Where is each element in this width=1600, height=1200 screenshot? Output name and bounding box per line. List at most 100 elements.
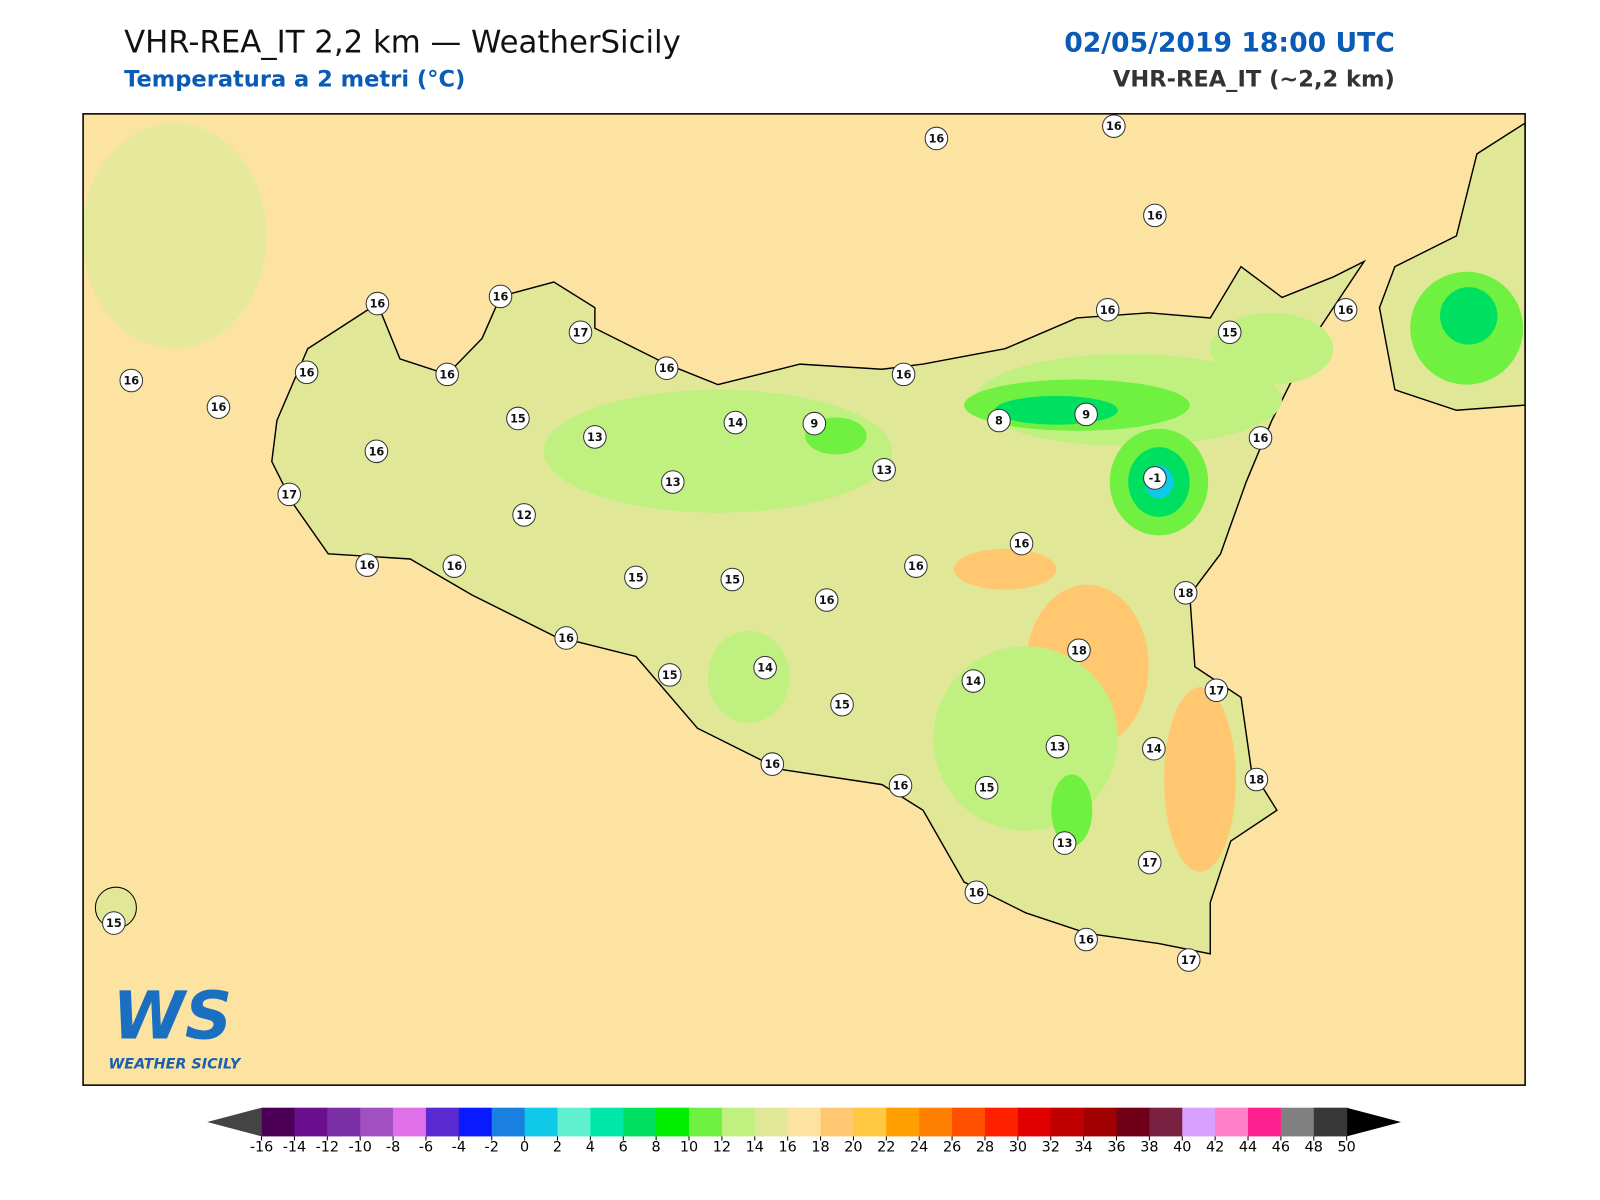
station: 16	[488, 284, 513, 309]
station: 13	[583, 425, 607, 449]
station: 17	[1204, 678, 1229, 703]
station-marker	[888, 773, 913, 798]
colorbar-tick-label: -8	[386, 1140, 400, 1156]
station: 16	[1333, 297, 1358, 322]
colorbar-tick-label: 38	[1140, 1140, 1158, 1156]
station-value: 16	[359, 559, 375, 572]
map: 16 16 16 16 16 17 16 16 16 16 16 15 16 13 14 9 16 8 9 16 15 1…	[83, 113, 1526, 1086]
colorbar-bin	[853, 1107, 887, 1137]
colorbar-bin	[524, 1107, 558, 1137]
station-value: -1	[1149, 472, 1162, 485]
station: 16	[435, 362, 459, 387]
station: 15	[657, 663, 682, 687]
station: 16	[1095, 297, 1120, 322]
station-value: 17	[1181, 954, 1197, 967]
colorbar-tick-label: 0	[520, 1140, 529, 1156]
station-value: 16	[493, 290, 509, 303]
colorbar-bin	[689, 1107, 723, 1137]
station-marker	[1137, 850, 1162, 875]
colorbar-tick-label: -14	[283, 1140, 306, 1156]
colorbar-tick-label: 6	[619, 1140, 628, 1156]
station: 16	[554, 626, 578, 650]
station-value: 14	[728, 417, 744, 430]
station-value: 13	[1057, 837, 1073, 850]
colorbar-bin	[327, 1107, 361, 1137]
station-marker	[365, 291, 390, 316]
station-value: 9	[810, 418, 818, 431]
station-marker	[442, 554, 467, 578]
colorbar-bin	[1248, 1107, 1282, 1137]
colorbar-bin	[1017, 1107, 1052, 1137]
colorbar-tick-label: 50	[1338, 1140, 1356, 1156]
station-value: 18	[1249, 774, 1265, 787]
station-value: 16	[764, 758, 780, 771]
station: 16	[1143, 203, 1167, 228]
station-marker	[512, 503, 536, 527]
station: 17	[1137, 850, 1162, 875]
station-marker	[753, 655, 777, 680]
colorbar-over	[1346, 1107, 1402, 1137]
station: 15	[1217, 320, 1242, 345]
station-marker	[568, 320, 593, 345]
station: 16	[904, 554, 928, 578]
station: 18	[1067, 638, 1091, 663]
colorbar-bin	[919, 1107, 953, 1137]
datetime: 02/05/2019 18:00 UTC	[1064, 28, 1395, 59]
colorbar-tick-label: 12	[713, 1140, 731, 1156]
title: VHR-REA_IT 2,2 km — WeatherSicily	[124, 25, 681, 61]
colorbar-tick-label: -16	[250, 1140, 273, 1156]
station-value: 16	[1147, 209, 1163, 222]
station: 13	[1052, 831, 1077, 855]
station-marker	[987, 408, 1011, 433]
colorbar-bin	[1313, 1107, 1348, 1137]
colorbar-bin	[1083, 1107, 1118, 1137]
station-value: 16	[558, 632, 574, 645]
station-value: 14	[757, 662, 773, 675]
colorbar-bin	[261, 1107, 295, 1137]
colorbar-tick-label: -10	[348, 1140, 371, 1156]
colorbar-bin	[1116, 1107, 1150, 1137]
station: 13	[872, 457, 896, 482]
station-marker	[760, 752, 785, 776]
station-value: 15	[662, 669, 678, 682]
station-marker	[488, 284, 513, 309]
station-marker	[1045, 734, 1070, 759]
station-value: 13	[665, 476, 681, 489]
station-marker	[1142, 736, 1166, 761]
station: 14	[753, 655, 777, 680]
station-marker	[1204, 678, 1229, 703]
station: 16	[294, 360, 319, 385]
field-area	[83, 123, 267, 349]
station-value: 16	[819, 594, 835, 607]
colorbar-tick-label: 42	[1206, 1140, 1224, 1156]
colorbar-tick-label: 26	[943, 1140, 961, 1156]
station-value: 16	[1338, 304, 1354, 317]
station-marker	[924, 126, 949, 151]
station-marker	[802, 411, 827, 436]
station-marker	[657, 663, 682, 687]
station: -1	[1143, 466, 1167, 490]
station: 16	[206, 395, 231, 419]
station-value: 13	[1050, 741, 1066, 754]
station: 16	[1248, 426, 1273, 450]
colorbar-tick-label: 28	[976, 1140, 994, 1156]
field-area	[707, 630, 790, 724]
station-marker	[974, 775, 999, 800]
station-value: 15	[1222, 326, 1238, 339]
station-marker	[1074, 927, 1098, 952]
model-label: VHR-REA_IT (~2,2 km)	[1113, 67, 1395, 93]
station: 13	[1045, 734, 1070, 759]
station-marker	[102, 911, 126, 935]
station-value: 16	[211, 401, 227, 414]
colorbar-tick-label: -2	[485, 1140, 499, 1156]
station: 14	[723, 410, 748, 435]
colorbar-tick-label: 46	[1272, 1140, 1290, 1156]
station-value: 14	[1146, 743, 1162, 756]
colorbar-bin	[656, 1107, 690, 1137]
station-marker	[294, 360, 319, 385]
station: 9	[802, 411, 827, 436]
colorbar-bin	[787, 1107, 822, 1137]
colorbar-bin	[1215, 1107, 1249, 1137]
station-value: 16	[299, 366, 315, 379]
